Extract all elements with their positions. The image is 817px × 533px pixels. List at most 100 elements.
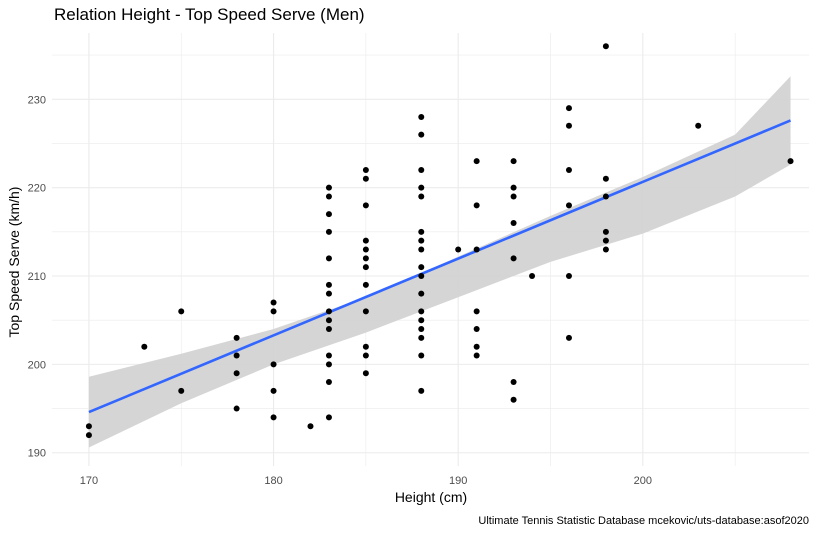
data-point bbox=[510, 184, 517, 191]
data-point bbox=[565, 273, 572, 280]
data-point bbox=[602, 246, 609, 253]
data-point bbox=[362, 352, 369, 359]
data-point bbox=[473, 352, 480, 359]
y-axis-label: Top Speed Serve (km/h) bbox=[6, 187, 22, 338]
data-point bbox=[270, 387, 277, 394]
data-point bbox=[418, 334, 425, 341]
data-point bbox=[362, 202, 369, 209]
data-point bbox=[510, 255, 517, 262]
data-point bbox=[233, 352, 240, 359]
data-point bbox=[418, 290, 425, 297]
data-point bbox=[85, 423, 92, 430]
data-point bbox=[418, 352, 425, 359]
data-point bbox=[787, 158, 794, 165]
data-point bbox=[418, 166, 425, 173]
data-point bbox=[325, 379, 332, 386]
data-point bbox=[307, 423, 314, 430]
data-point bbox=[455, 246, 462, 253]
x-tick-label: 170 bbox=[80, 475, 98, 487]
data-point bbox=[362, 166, 369, 173]
data-point bbox=[362, 237, 369, 244]
data-point bbox=[602, 228, 609, 235]
data-point bbox=[418, 113, 425, 120]
data-point bbox=[362, 370, 369, 377]
data-point bbox=[510, 379, 517, 386]
data-point bbox=[473, 308, 480, 315]
x-axis-ticks: 170 180 190 200 bbox=[80, 475, 652, 487]
data-point bbox=[418, 228, 425, 235]
grid-lines bbox=[52, 33, 809, 466]
data-point bbox=[418, 308, 425, 315]
data-point bbox=[325, 326, 332, 333]
data-point bbox=[473, 246, 480, 253]
data-point bbox=[602, 43, 609, 50]
data-point bbox=[418, 131, 425, 138]
data-point bbox=[325, 414, 332, 421]
data-point bbox=[362, 246, 369, 253]
data-point bbox=[270, 308, 277, 315]
data-point bbox=[418, 326, 425, 333]
confidence-band bbox=[88, 76, 791, 448]
data-point bbox=[325, 211, 332, 218]
data-point bbox=[362, 264, 369, 271]
data-point bbox=[362, 255, 369, 262]
data-point bbox=[695, 122, 702, 129]
data-point bbox=[565, 202, 572, 209]
data-point bbox=[565, 122, 572, 129]
data-point bbox=[178, 387, 185, 394]
y-tick-label: 210 bbox=[28, 271, 46, 283]
data-point bbox=[325, 184, 332, 191]
data-point bbox=[233, 405, 240, 412]
chart-caption: Ultimate Tennis Statistic Database mceko… bbox=[478, 515, 809, 527]
y-tick-label: 190 bbox=[28, 448, 46, 460]
data-point bbox=[418, 273, 425, 280]
data-point bbox=[602, 175, 609, 182]
data-point bbox=[473, 343, 480, 350]
data-point bbox=[325, 317, 332, 324]
data-point bbox=[602, 193, 609, 200]
data-point bbox=[270, 299, 277, 306]
y-tick-label: 200 bbox=[28, 359, 46, 371]
data-point bbox=[510, 396, 517, 403]
data-point bbox=[565, 166, 572, 173]
data-point bbox=[362, 308, 369, 315]
data-point bbox=[325, 281, 332, 288]
data-point bbox=[418, 387, 425, 394]
data-point bbox=[325, 193, 332, 200]
y-axis-ticks: 190 200 210 220 230 bbox=[28, 94, 46, 459]
data-point bbox=[233, 334, 240, 341]
fit-line-layer bbox=[88, 119, 792, 414]
data-point bbox=[362, 343, 369, 350]
x-tick-label: 180 bbox=[264, 475, 282, 487]
data-point bbox=[565, 105, 572, 112]
data-point bbox=[325, 255, 332, 262]
data-point bbox=[270, 361, 277, 368]
confidence-band-layer bbox=[88, 76, 791, 448]
chart-title: Relation Height - Top Speed Serve (Men) bbox=[54, 5, 365, 24]
data-point bbox=[510, 158, 517, 165]
data-point bbox=[510, 219, 517, 226]
data-point bbox=[418, 317, 425, 324]
data-point bbox=[602, 237, 609, 244]
data-point bbox=[510, 193, 517, 200]
data-point bbox=[418, 193, 425, 200]
data-point bbox=[362, 281, 369, 288]
data-point bbox=[233, 370, 240, 377]
data-point bbox=[473, 158, 480, 165]
x-axis-label: Height (cm) bbox=[395, 489, 467, 505]
data-point bbox=[325, 352, 332, 359]
data-point bbox=[362, 175, 369, 182]
data-point bbox=[325, 308, 332, 315]
data-point bbox=[270, 414, 277, 421]
y-tick-label: 230 bbox=[28, 94, 46, 106]
data-point bbox=[178, 308, 185, 315]
data-point bbox=[325, 228, 332, 235]
data-point bbox=[473, 326, 480, 333]
data-point bbox=[473, 202, 480, 209]
data-point bbox=[325, 290, 332, 297]
data-point bbox=[418, 237, 425, 244]
data-point bbox=[418, 264, 425, 271]
regression-line bbox=[88, 119, 792, 414]
data-point bbox=[141, 343, 148, 350]
